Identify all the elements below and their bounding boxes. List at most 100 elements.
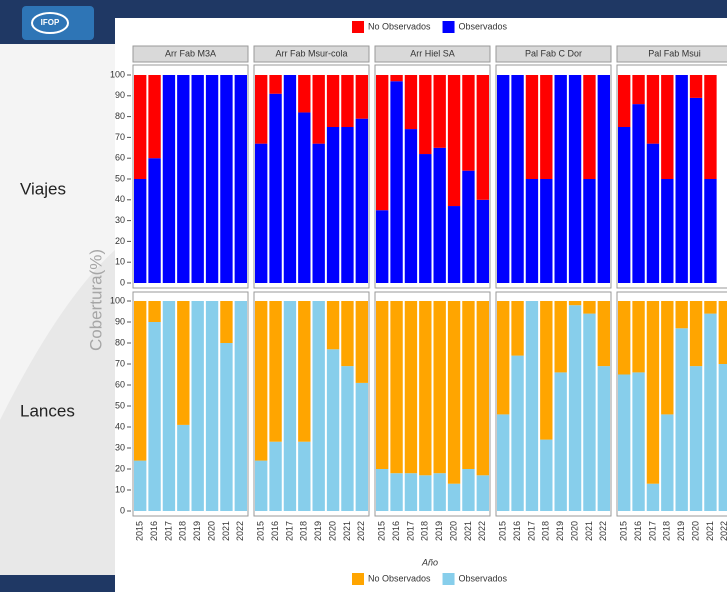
- bar-segment: [646, 301, 660, 484]
- x-tick-label: 2015: [498, 521, 508, 541]
- bar-segment: [376, 210, 389, 283]
- bar-segment: [376, 469, 389, 511]
- y-axis-label: Cobertura(%): [86, 249, 105, 351]
- bar-segment: [177, 301, 190, 425]
- y-tick-label: 80: [115, 337, 125, 347]
- x-tick-label: 2021: [705, 521, 715, 541]
- bar-segment: [205, 75, 219, 283]
- facet-title: Pal Fab Msui: [648, 48, 701, 58]
- y-tick-label: 90: [115, 316, 125, 326]
- x-tick-label: 2016: [391, 521, 401, 541]
- bar-segment: [162, 75, 176, 283]
- bar-segment: [618, 75, 631, 127]
- bar-segment: [191, 75, 204, 283]
- logo-text: IFOP: [41, 18, 60, 27]
- bar-segment: [355, 382, 368, 511]
- x-tick-label: 2019: [434, 521, 444, 541]
- legend-label: Observados: [459, 21, 508, 31]
- y-tick-label: 10: [115, 257, 125, 267]
- x-axis-label: Año: [421, 557, 438, 567]
- bar-segment: [148, 75, 161, 159]
- bar-segment: [341, 301, 354, 367]
- legend-swatch: [352, 21, 364, 33]
- bar-segment: [704, 75, 717, 179]
- bar-segment: [675, 328, 688, 511]
- bar-segment: [134, 460, 147, 511]
- x-tick-label: 2018: [662, 521, 672, 541]
- bar-segment: [148, 322, 161, 511]
- bar-segment: [390, 75, 403, 82]
- bar-segment: [476, 75, 489, 200]
- y-tick-label: 100: [110, 295, 125, 305]
- bar-segment: [476, 199, 489, 283]
- bar-segment: [525, 75, 539, 179]
- bar-segment: [312, 143, 325, 283]
- bar-segment: [341, 127, 354, 283]
- bar-segment: [718, 364, 727, 511]
- bar-segment: [298, 75, 311, 113]
- x-tick-label: 2016: [270, 521, 280, 541]
- bar-segment: [419, 475, 432, 511]
- bar-segment: [632, 75, 645, 105]
- bar-segment: [568, 75, 582, 283]
- bar-segment: [404, 473, 418, 511]
- bar-segment: [234, 301, 247, 511]
- bar-segment: [298, 301, 311, 442]
- legend-swatch: [352, 573, 364, 585]
- x-tick-label: 2018: [299, 521, 309, 541]
- y-tick-label: 100: [110, 69, 125, 79]
- bar-segment: [661, 179, 674, 283]
- bar-segment: [341, 75, 354, 127]
- bar-segment: [462, 469, 475, 511]
- bar-segment: [704, 313, 717, 511]
- bar-segment: [447, 75, 461, 207]
- bar-segment: [220, 301, 233, 343]
- bar-segment: [447, 206, 461, 283]
- bar-segment: [177, 75, 190, 283]
- bar-segment: [689, 366, 703, 511]
- x-tick-label: 2019: [676, 521, 686, 541]
- x-tick-label: 2022: [477, 521, 487, 541]
- bar-segment: [632, 104, 645, 284]
- x-tick-label: 2015: [619, 521, 629, 541]
- facet-strip: [132, 45, 249, 63]
- bar-segment: [433, 147, 446, 283]
- bar-segment: [554, 372, 567, 511]
- x-tick-label: 2018: [541, 521, 551, 541]
- bar-segment: [462, 170, 475, 283]
- bar-segment: [718, 301, 727, 364]
- bar-segment: [540, 179, 553, 283]
- bar-segment: [283, 75, 297, 283]
- x-tick-label: 2022: [356, 521, 366, 541]
- bar-segment: [583, 75, 596, 179]
- x-tick-label: 2015: [135, 521, 145, 541]
- bar-segment: [326, 301, 340, 350]
- bar-segment: [568, 305, 582, 511]
- x-tick-label: 2022: [719, 521, 727, 541]
- y-tick-label: 50: [115, 173, 125, 183]
- y-tick-label: 40: [115, 194, 125, 204]
- bar-segment: [511, 75, 524, 283]
- bar-segment: [390, 473, 403, 511]
- bar-segment: [355, 301, 368, 383]
- bar-segment: [269, 441, 282, 511]
- legend-label: No Observados: [368, 573, 431, 583]
- x-tick-label: 2020: [690, 521, 700, 541]
- bar-segment: [433, 75, 446, 148]
- bar-segment: [134, 301, 147, 461]
- y-tick-label: 70: [115, 132, 125, 142]
- bar-segment: [433, 473, 446, 511]
- bar-segment: [419, 154, 432, 283]
- y-tick-label: 50: [115, 400, 125, 410]
- facet-title: Pal Fab C Dor: [525, 48, 582, 58]
- bar-segment: [525, 301, 539, 511]
- x-tick-label: 2021: [584, 521, 594, 541]
- bar-segment: [433, 301, 446, 474]
- y-tick-label: 60: [115, 379, 125, 389]
- bar-segment: [234, 75, 247, 283]
- x-tick-label: 2016: [633, 521, 643, 541]
- bar-segment: [704, 179, 717, 283]
- legend-label: Observados: [459, 573, 508, 583]
- bar-segment: [583, 301, 596, 314]
- y-tick-label: 20: [115, 463, 125, 473]
